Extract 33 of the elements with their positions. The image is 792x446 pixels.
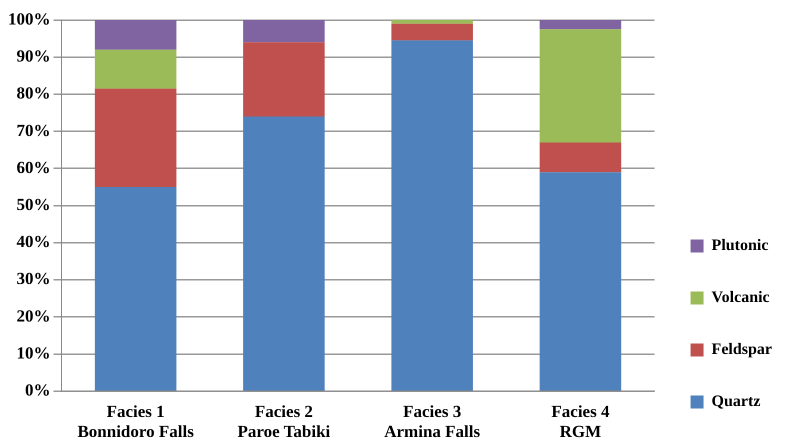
bar — [243, 116, 325, 390]
legend-label: Quartz — [712, 393, 760, 410]
y-tick-label: 70% — [16, 120, 50, 140]
bar — [94, 187, 176, 390]
y-tick-label: 0% — [25, 380, 50, 400]
y-tick-label: 10% — [16, 343, 50, 362]
bar — [94, 88, 176, 188]
x-tick-label: Facies 1 Bonnidoro Falls — [77, 402, 194, 442]
y-tick-label: 50% — [16, 194, 50, 214]
y-tick-label: 100% — [8, 9, 50, 28]
y-tick-label: 20% — [16, 306, 50, 326]
x-tick-label: Facies 2 Paroe Tabiki — [238, 402, 331, 442]
bar — [540, 29, 622, 142]
bar — [391, 20, 473, 24]
bar — [94, 20, 176, 50]
x-tick-label: Facies 4 RGM — [551, 402, 610, 442]
y-tick-label: 60% — [16, 158, 50, 177]
y-tick-label: 80% — [16, 84, 50, 103]
bar — [94, 50, 176, 89]
bar — [391, 40, 473, 390]
y-tick-label: 90% — [16, 46, 50, 66]
bar — [540, 172, 622, 390]
bar — [391, 24, 473, 40]
legend-label: Plutonic — [712, 237, 768, 254]
legend-label: Volcanic — [712, 289, 770, 306]
legend-label: Feldspar — [712, 341, 772, 358]
y-tick-label: 30% — [16, 269, 50, 288]
bar — [243, 20, 325, 42]
x-tick-label: Facies 3 Armina Falls — [384, 402, 480, 442]
y-tick-label: 40% — [16, 232, 50, 252]
bar — [243, 42, 325, 117]
bar — [540, 20, 622, 30]
bar — [540, 142, 622, 172]
